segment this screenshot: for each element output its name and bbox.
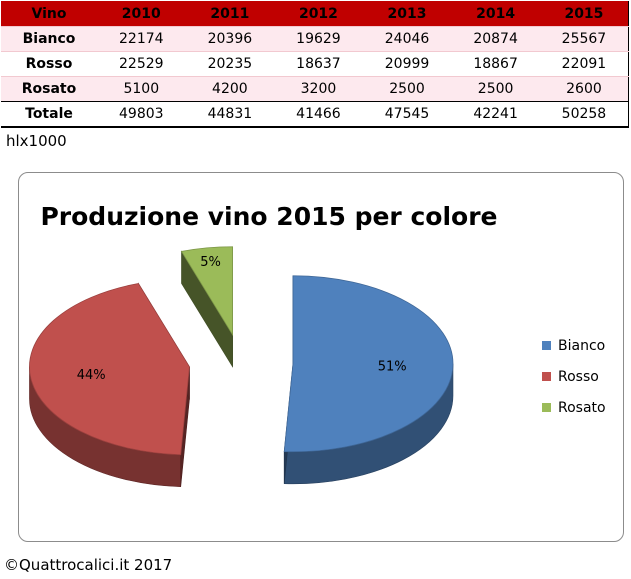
legend-swatch-bianco (542, 341, 551, 350)
table-row-totale: Totale 49803 44831 41466 47545 42241 502… (1, 101, 629, 127)
table-cell: 4200 (185, 76, 275, 102)
legend-swatch-rosso (542, 372, 551, 381)
table-cell: 20235 (185, 51, 275, 77)
legend-label-rosato: Rosato (558, 400, 606, 416)
table-cell: 25567 (539, 26, 629, 52)
header-cell-2015: 2015 (539, 1, 629, 27)
table-cell: 22529 (97, 51, 186, 77)
data-label-rosso: 44% (77, 368, 106, 383)
row-label: Totale (1, 101, 97, 127)
header-cell-vino: Vino (1, 1, 97, 27)
table-cell: 41466 (274, 101, 363, 127)
table-header-row: Vino 2010 2011 2012 2013 2014 2015 (1, 1, 629, 27)
pie-slice-rosato (180, 246, 233, 337)
header-cell-2013: 2013 (362, 1, 452, 27)
data-label-rosato: 5% (200, 255, 221, 270)
table-cell: 49803 (97, 101, 186, 127)
row-label: Rosato (1, 76, 97, 102)
header-cell-2014: 2014 (451, 1, 540, 27)
header-cell-2010: 2010 (97, 1, 186, 27)
table-row-bianco: Bianco 22174 20396 19629 24046 20874 255… (1, 26, 629, 52)
table-cell: 22174 (97, 26, 186, 52)
table-row-rosso: Rosso 22529 20235 18637 20999 18867 2209… (1, 51, 629, 77)
copyright-note: ©Quattrocalici.it 2017 (4, 556, 173, 574)
production-table: Vino 2010 2011 2012 2013 2014 2015 Bianc… (1, 1, 629, 128)
row-label: Bianco (1, 26, 97, 52)
table-cell: 44831 (185, 101, 275, 127)
table-cell: 22091 (539, 51, 629, 77)
table-cell: 18867 (451, 51, 540, 77)
pie-slice-tops (29, 246, 454, 456)
pie-chart-frame: Produzione vino 2015 per colore 51% 44% 5% B… (18, 172, 624, 542)
table-cell: 20874 (451, 26, 540, 52)
table-cell: 18637 (274, 51, 363, 77)
table-cell: 24046 (362, 26, 452, 52)
table-cell: 47545 (362, 101, 452, 127)
table-cell: 42241 (451, 101, 540, 127)
pie-slice-bianco (283, 275, 454, 453)
chart-title: Produzione vino 2015 per colore (40, 202, 497, 231)
unit-note: hlx1000 (6, 132, 67, 150)
header-cell-2011: 2011 (185, 1, 275, 27)
header-cell-2012: 2012 (274, 1, 363, 27)
legend-label-bianco: Bianco (558, 338, 605, 354)
pie-chart: Produzione vino 2015 per colore 51% 44% 5% B… (29, 202, 606, 488)
table-cell: 2600 (539, 76, 629, 102)
table-row-rosato: Rosato 5100 4200 3200 2500 2500 2600 (1, 76, 629, 102)
table-cell: 2500 (451, 76, 540, 102)
pie-slice-rosso (29, 283, 190, 456)
table-cell: 2500 (362, 76, 452, 102)
table-cell: 5100 (97, 76, 186, 102)
table-cell: 19629 (274, 26, 363, 52)
table-cell: 20396 (185, 26, 275, 52)
table-cell: 50258 (539, 101, 629, 127)
row-label: Rosso (1, 51, 97, 77)
legend-swatch-rosato (542, 403, 551, 412)
table-cell: 3200 (274, 76, 363, 102)
table-cell: 20999 (362, 51, 452, 77)
legend-label-rosso: Rosso (558, 369, 599, 385)
data-label-bianco: 51% (378, 359, 407, 374)
